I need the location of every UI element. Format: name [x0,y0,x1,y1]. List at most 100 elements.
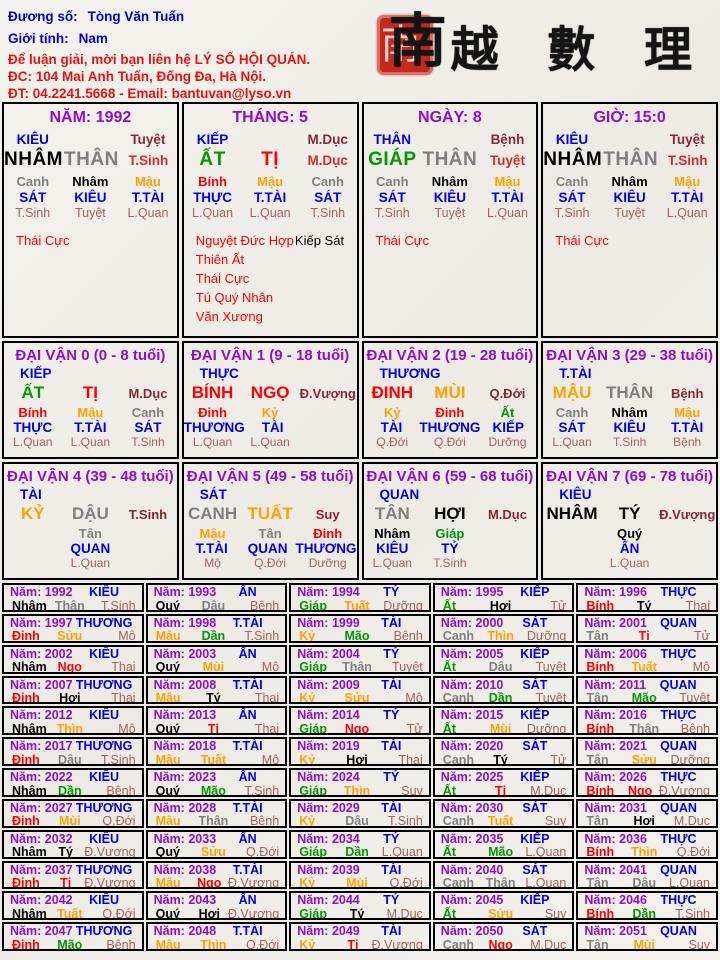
life-stage-main: Bệnh [670,386,704,401]
hidden-stem: Nhâm [611,174,648,189]
year-cell: Năm: 2051 QUAN Tân Mùi Suy [576,922,718,951]
hidden-stage: L.Quan [70,435,111,449]
ten-god-label: TỶ [383,708,400,723]
star-line: Văn Xương [196,307,357,326]
pillar-title: THÁNG: 5 [232,109,308,126]
hidden-stems-row: Quý [543,526,716,541]
hidden-god: THƯƠNG [419,420,481,435]
stem-label: Đinh [12,752,40,766]
hidden-stems-row: Canh Nhâm Mậu [364,174,537,189]
hidden-god: THƯƠNG [183,420,245,435]
daivan-canchi-row: CANH TUẤT Suy [184,504,357,524]
life-stage: Dưỡng [526,721,567,736]
hidden-stem: Mậu [199,526,226,541]
year-canchi-row: Kỷ Tị Đ.Vượng [297,937,423,951]
ten-god-label: SÁT [522,924,548,939]
daivan-title: ĐẠI VẬN 5 (49 - 58 tuổi) [186,468,354,485]
year-number: 2047 [44,924,73,939]
year-label: Năm: 2008 [154,678,217,693]
year-prefix: Năm: [153,646,185,661]
daivan-title: ĐẠI VẬN 4 (39 - 48 tuổi) [7,468,174,485]
hidden-stage: T.Sinh [374,206,410,220]
year-prefix: Năm: [297,831,329,846]
ten-god-label: TÀI [381,615,402,630]
stem-label: Canh [442,691,475,705]
year-cell: Năm: 2003 ẤN Quý Mùi Mộ [145,644,288,674]
life-stage: M.Dục [386,906,423,921]
year-cell: Năm: 2033 ẤN Quý Sửu Q.Đới [145,829,288,859]
branch-label: Tị [60,876,72,890]
year-prefix: Năm: [297,800,329,815]
year-number: 2021 [619,739,647,754]
year-number: 2022 [44,770,73,784]
stem-label: Canh [442,629,475,643]
year-header-row: Năm: 2051 QUAN [584,924,710,939]
stem-label: Mậu [155,691,181,705]
year-number: 2007 [44,677,73,692]
year-header-row: Năm: 2018 T.TÀI [154,739,280,754]
year-cell: Năm: 2028 T.TÀI Mậu Thân Bệnh [145,798,288,828]
stem-label: Đinh [12,876,40,890]
year-label: Năm: 2018 [154,739,217,754]
daivan-title: ĐẠI VẬN 2 (19 - 28 tuổi) [366,347,534,364]
life-stage: Đ.Vượng [371,937,423,951]
year-label: Năm: 2003 [153,646,217,662]
year-number: 2039 [331,862,360,877]
ten-god-label: THỰC [199,366,239,381]
hidden-stem: Mậu [257,174,284,189]
ten-god-label: KIÊU [89,770,120,784]
year-header-row: Năm: 2005 KIẾP [441,647,567,662]
branch-label: Mùi [489,721,512,736]
hidden-stem: Kỷ [261,405,279,420]
branch-label: Tuất [200,752,227,766]
pillar-cell: NĂM: 1992 KIÊU Tuyệt NHÂM THÂN T.Sinh Canh Nhâm… [2,102,179,338]
daivan-canchi-row: BÍNH NGỌ Đ.Vượng [184,383,357,403]
ten-god-label: TỶ [383,770,400,784]
year-cell: Năm: 1995 KIẾP Ất Hợi Tử [432,583,575,612]
hidden-stem: Mậu [134,174,161,189]
branch-label: Thìn [487,629,514,643]
year-canchi-row: Đinh Dậu T.Sinh [10,752,136,766]
ten-god-label: T.TÀI [232,800,263,815]
stem-label: Ất [442,783,456,797]
year-canchi-row: Tân Mão Tuyệt [584,691,710,702]
year-number: 2000 [475,615,504,630]
life-stage: Bệnh [393,629,423,643]
year-prefix: Năm: [440,893,473,908]
branch-label: Thân [54,598,85,612]
year-prefix: Năm: [584,800,616,815]
year-cell: Năm: 2021 QUAN Tân Sửu Dưỡng [576,737,718,766]
ten-god-label: TÀI [381,800,402,815]
year-label: Năm: 2000 [441,615,504,631]
year-cell: Năm: 2009 TÀI Kỷ Sửu Mộ [289,675,431,705]
daivan-title: ĐẠI VẬN 6 (59 - 68 tuổi) [366,468,534,485]
year-label: Năm: 2027 [10,801,73,816]
branch-label: Dậu [632,876,657,890]
ten-god-label: ẤN [238,893,257,908]
branch-label: THÂN [606,383,654,402]
year-canchi-row: Ất Tị M.Dục [441,783,567,797]
year-prefix: Năm: [440,800,473,815]
year-header-row: Năm: 2046 THỰC [584,894,710,908]
star-name: Kiếp Sát [294,233,345,248]
life-stage: Đ.Vượng [84,845,136,859]
year-canchi-row: Canh Dần Tuyệt [441,691,567,705]
year-prefix: Năm: [153,800,185,815]
year-header-row: Năm: 2023 ẤN [154,770,280,785]
daivan-title: ĐẠI VẬN 0 (0 - 8 tuổi) [15,347,166,364]
year-canchi-row: Nhâm Tý Đ.Vượng [10,845,136,859]
ten-god-label: KIÊU [559,487,592,502]
hidden-stage: Tuyệt [74,206,106,220]
year-cell: Năm: 2050 SÁT Canh Ngọ M.Dục [432,922,575,951]
stem-label: Canh [442,876,475,890]
stem-label: Ất [442,845,456,859]
year-cell: Năm: 2025 KIẾP Ất Tị M.Dục [432,768,575,797]
life-stage: Suy [544,906,567,921]
year-label: Năm: 2007 [10,677,73,693]
year-header-row: Năm: 2025 KIẾP [441,770,567,785]
year-cell: Năm: 2008 T.TÀI Mậu Tý Thai [145,675,288,705]
life-stage: Thai [111,660,136,674]
branch-label: Tý [349,906,365,921]
year-canchi-row: Tân Hợi M.Dục [584,815,710,826]
year-cell: Năm: 1998 T.TÀI Mậu Dần T.Sinh [145,613,288,643]
